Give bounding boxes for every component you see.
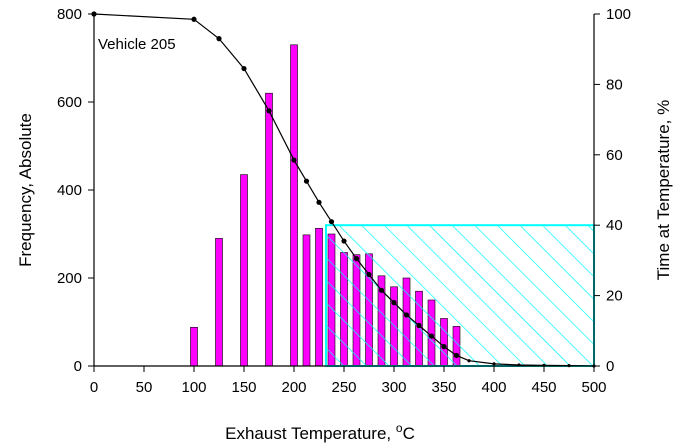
line-marker: [453, 352, 460, 359]
bar: [302, 234, 311, 367]
x-tick-label: 50: [136, 379, 153, 396]
y-left-tick-label: 0: [74, 358, 82, 375]
y-left-tick-label: 200: [57, 270, 82, 287]
y-right-tick-label: 0: [606, 358, 614, 375]
y-right-tick-label: 100: [606, 6, 631, 23]
line-layer: [91, 11, 596, 368]
line-marker: [441, 344, 447, 350]
x-tick-label: 250: [331, 379, 356, 396]
x-tick-label: 500: [581, 379, 606, 396]
line-marker: [353, 256, 360, 262]
line-marker: [291, 157, 297, 163]
line-marker: [303, 178, 310, 184]
line-marker: [492, 362, 496, 366]
x-tick-label: 450: [531, 379, 556, 396]
x-tick-label: 0: [90, 379, 98, 396]
y-axis-left-title: Frequency, Absolute: [16, 113, 35, 267]
bar: [190, 326, 198, 367]
bar: [290, 44, 298, 367]
shaded-region: [325, 224, 595, 367]
line-marker: [467, 359, 471, 363]
y-left-tick-label: 400: [57, 182, 82, 199]
line-marker: [403, 312, 410, 318]
line-marker: [216, 36, 222, 42]
line-marker: [316, 199, 322, 205]
line-marker: [428, 333, 435, 339]
bar: [315, 227, 323, 367]
y-axis-right-title: Time at Temperature, %: [654, 100, 673, 280]
y-right-tick-label: 40: [606, 217, 623, 234]
x-axis-title: Exhaust Temperature, oC: [225, 421, 415, 443]
x-tick-label: 200: [281, 379, 306, 396]
y-left-tick-label: 800: [57, 6, 82, 23]
ticks-layer: 0 50 100 150 200 250 300 350 400 450 5000200400600…: [57, 6, 631, 396]
x-tick-label: 350: [431, 379, 456, 396]
y-left-tick-label: 600: [57, 94, 82, 111]
plot-area: [91, 11, 596, 368]
vehicle-annotation: Vehicle 205: [98, 36, 176, 53]
bar: [215, 238, 223, 367]
y-right-tick-label: 60: [606, 147, 623, 164]
line-marker: [378, 287, 385, 293]
line-marker: [266, 108, 272, 114]
x-tick-label: 100: [181, 379, 206, 396]
x-axis-title-main: Exhaust Temperature,: [225, 424, 396, 443]
x-tick-label: 300: [381, 379, 406, 396]
line-marker: [416, 322, 422, 329]
bar: [240, 174, 248, 367]
line-marker: [241, 65, 247, 72]
line-marker: [328, 219, 335, 225]
x-axis-title-superscript: o: [396, 421, 403, 435]
line-marker: [191, 16, 197, 22]
bar: [265, 92, 273, 367]
x-axis-title-suffix: C: [403, 424, 415, 443]
y-right-tick-label: 80: [606, 76, 623, 93]
x-tick-label: 400: [481, 379, 506, 396]
y-right-tick-label: 20: [606, 288, 623, 305]
line-marker: [366, 271, 372, 278]
line-marker: [391, 300, 397, 306]
line-marker: [341, 238, 347, 244]
x-tick-label: 150: [231, 379, 256, 396]
